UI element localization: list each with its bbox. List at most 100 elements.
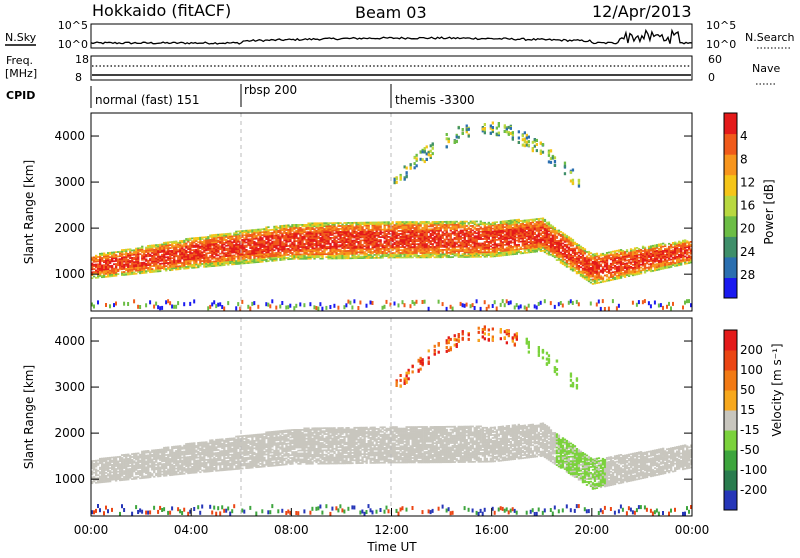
power-cell (536, 306, 538, 310)
power-cell (562, 304, 564, 308)
power-cell (470, 225, 472, 227)
power-cell (520, 251, 522, 253)
power-cell (285, 257, 287, 259)
power-cell (406, 235, 408, 237)
power-cell (249, 238, 251, 240)
power-cell (386, 221, 388, 223)
power-cell (177, 249, 179, 251)
power-cell (219, 256, 221, 258)
power-cell (303, 303, 305, 307)
power-cell (93, 268, 95, 270)
power-cell (277, 227, 279, 229)
nsearch-tick-bottom: 10^0 (706, 38, 736, 51)
power-cell (245, 242, 247, 244)
power-cell (412, 251, 414, 253)
power-cell (165, 251, 167, 253)
power-cell (456, 233, 458, 235)
power-cell (440, 234, 442, 236)
power-cell (115, 302, 117, 306)
power-cell (261, 228, 263, 230)
cpid-label: CPID (6, 89, 35, 102)
power-cell (414, 227, 416, 229)
power-cell (301, 236, 303, 238)
power-cell (211, 261, 213, 263)
power-cell (490, 223, 492, 225)
power-cell (510, 220, 512, 222)
power-cell (297, 224, 299, 226)
power-cell (534, 145, 536, 148)
power-cell (247, 230, 249, 232)
power-cell (231, 236, 233, 238)
power-cell (279, 225, 281, 227)
power-cell (554, 246, 556, 248)
power-cell (309, 249, 311, 251)
power-cell (95, 270, 97, 272)
power-cell (139, 253, 141, 255)
power-cell (524, 240, 526, 242)
power-cell (213, 256, 215, 258)
power-cell (558, 302, 560, 306)
power-cell (361, 240, 363, 242)
power-cell (351, 306, 353, 310)
power-cell (490, 240, 492, 242)
power-cell (416, 164, 418, 167)
power-cell (416, 300, 418, 304)
power-cell (486, 251, 488, 253)
power-cell (163, 242, 165, 244)
power-cell (422, 227, 424, 229)
power-cell (378, 222, 380, 224)
power-cell (430, 252, 432, 254)
power-cell (139, 247, 141, 249)
power-cell (498, 248, 500, 250)
power-cell (522, 248, 524, 250)
power-cell (275, 252, 277, 254)
power-cell (440, 253, 442, 255)
power-cell (197, 237, 199, 239)
power-cell (117, 269, 119, 271)
power-cell (295, 304, 297, 308)
power-cell (251, 302, 253, 306)
power-cell (500, 221, 502, 223)
power-cell (153, 305, 155, 309)
power-cell (285, 248, 287, 250)
power-cell (291, 242, 293, 244)
power-cell (530, 219, 532, 221)
power-cell (406, 175, 408, 178)
power-cell (175, 305, 177, 309)
power-cell (241, 230, 243, 232)
nsearch-tick-top: 10^5 (706, 19, 736, 32)
power-cell (462, 132, 464, 135)
power-cell (339, 228, 341, 230)
power-cell (295, 245, 297, 247)
power-cell (171, 260, 173, 262)
power-cell (101, 257, 103, 259)
power-cell (307, 253, 309, 255)
power-cell (436, 242, 438, 244)
power-cell (333, 222, 335, 224)
power-cell (345, 238, 347, 240)
power-cell (456, 249, 458, 251)
power-cell (225, 233, 227, 235)
power-cell (442, 249, 444, 251)
power-cell (534, 236, 536, 238)
power-cell (195, 267, 197, 269)
power-cell (207, 252, 209, 254)
power-cell (416, 243, 418, 245)
power-cell (520, 241, 522, 243)
power-cell (410, 163, 412, 166)
power-cell (516, 240, 518, 242)
nave-label: Nave (752, 62, 780, 75)
power-cell (331, 222, 333, 224)
power-cell (339, 231, 341, 233)
power-cell (518, 130, 520, 133)
power-cell (382, 232, 384, 234)
power-cell (247, 261, 249, 263)
power-cell (335, 227, 337, 229)
power-cell (165, 259, 167, 261)
power-cell (510, 127, 512, 130)
power-cell (109, 256, 111, 258)
power-cell (466, 240, 468, 242)
power-cell (179, 240, 181, 242)
power-cell (386, 233, 388, 235)
power-cell (554, 164, 556, 167)
